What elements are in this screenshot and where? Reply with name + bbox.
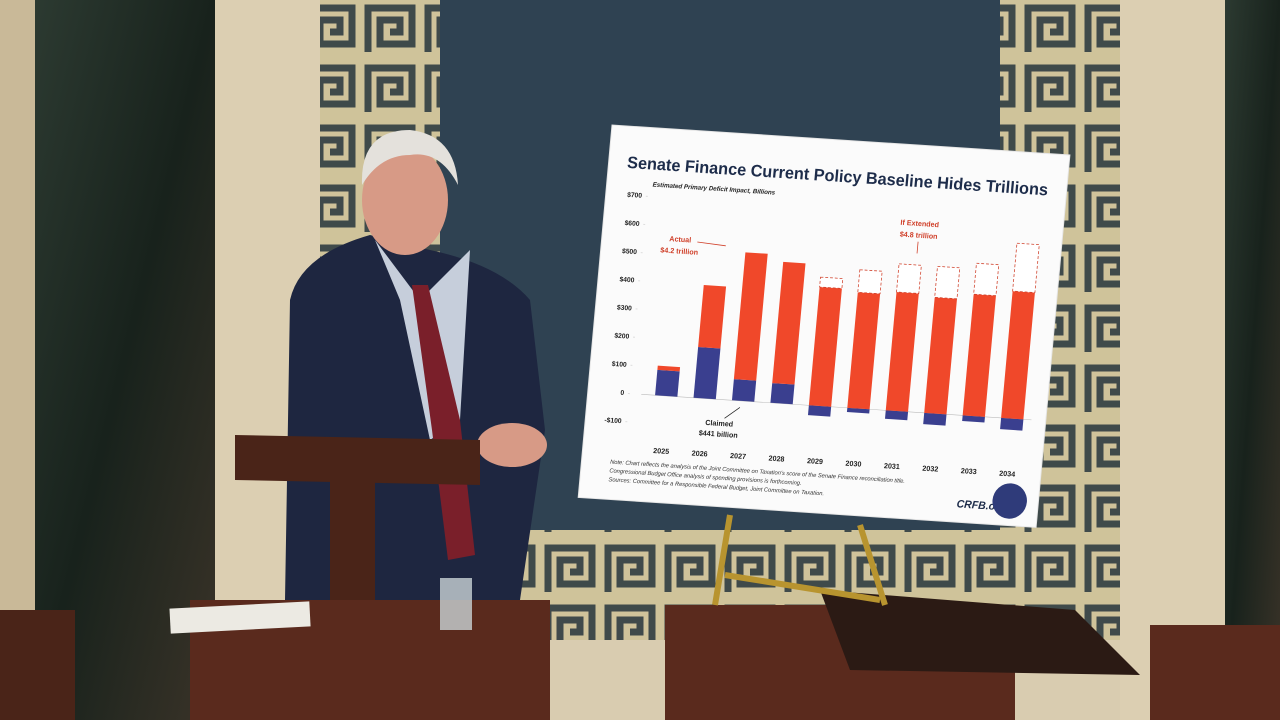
x-tick-label: 2028 — [768, 453, 785, 463]
y-tick-label: -$100 — [604, 417, 622, 425]
annotation-arrow — [916, 241, 919, 254]
bar-segment — [807, 405, 832, 417]
bar-segment — [896, 263, 922, 294]
annotation: If Extended — [900, 218, 939, 230]
bar-segment — [885, 292, 919, 412]
x-tick-label: 2033 — [960, 466, 977, 476]
bar-segment — [819, 276, 844, 289]
bar-segment — [857, 269, 883, 295]
bar-segment — [733, 252, 768, 381]
desk — [1150, 625, 1280, 720]
annotation: $441 billion — [698, 428, 738, 440]
annotation: Claimed — [705, 418, 734, 429]
bar-segment — [698, 285, 727, 349]
easel — [712, 514, 888, 606]
lectern — [235, 435, 480, 485]
bar-segment — [1001, 291, 1035, 420]
x-tick-label: 2031 — [884, 461, 901, 471]
marble-column — [35, 0, 215, 720]
y-tick-label: $100 — [611, 361, 627, 369]
speaker-tie — [412, 285, 475, 560]
bar-segment — [657, 365, 681, 372]
annotation: $4.8 trillion — [899, 229, 938, 241]
y-tick-label: $300 — [617, 304, 633, 312]
y-tick-label: $400 — [619, 276, 635, 284]
y-tick-label: $200 — [614, 333, 630, 341]
bar-segment — [1000, 417, 1024, 431]
lectern-post — [330, 480, 375, 610]
x-tick-label: 2027 — [730, 451, 747, 461]
y-tick-label: $600 — [624, 220, 640, 228]
poster: Senate Finance Current Policy Baseline H… — [577, 124, 1071, 528]
bar-segment — [847, 292, 881, 410]
bar-segment — [884, 410, 909, 421]
annotation-arrow — [697, 241, 726, 247]
bar-segment — [962, 415, 985, 423]
annotation: Actual — [669, 234, 692, 245]
marble-column — [1225, 0, 1280, 720]
bar-segment — [808, 286, 842, 407]
bar-segment — [846, 407, 870, 414]
x-tick-label: 2029 — [807, 456, 824, 466]
desk-lectern — [820, 590, 1140, 675]
bar-segment — [1012, 242, 1040, 293]
bar-segment — [934, 265, 961, 300]
speaker-head — [362, 145, 448, 255]
speaker-hands — [477, 423, 547, 467]
bar-segment — [924, 297, 957, 415]
pilaster — [0, 0, 35, 720]
y-tick-label: $500 — [622, 248, 638, 256]
x-tick-label: 2025 — [653, 446, 670, 456]
bar-segment — [655, 369, 680, 397]
logo-badge — [992, 483, 1027, 519]
y-tick-label: $700 — [627, 192, 643, 200]
x-tick-label: 2034 — [999, 469, 1016, 479]
bar-segment — [973, 262, 1000, 297]
annotation-arrow — [724, 407, 741, 419]
bar-segment — [770, 383, 795, 405]
x-tick-label: 2026 — [691, 448, 708, 458]
x-tick-label: 2032 — [922, 464, 939, 474]
bar-segment — [962, 294, 996, 417]
speaker-hair — [361, 130, 458, 185]
bar-segment — [923, 412, 947, 426]
desk — [0, 610, 75, 720]
y-tick-label: 0 — [620, 390, 625, 397]
water-glass — [440, 578, 472, 630]
annotation: $4.2 trillion — [660, 245, 699, 257]
bar-segment — [772, 261, 806, 385]
x-tick-label: 2030 — [845, 459, 862, 469]
pilaster — [1120, 0, 1225, 720]
papers — [169, 601, 311, 634]
bar-segment — [731, 379, 757, 402]
bar-segment — [693, 347, 721, 400]
